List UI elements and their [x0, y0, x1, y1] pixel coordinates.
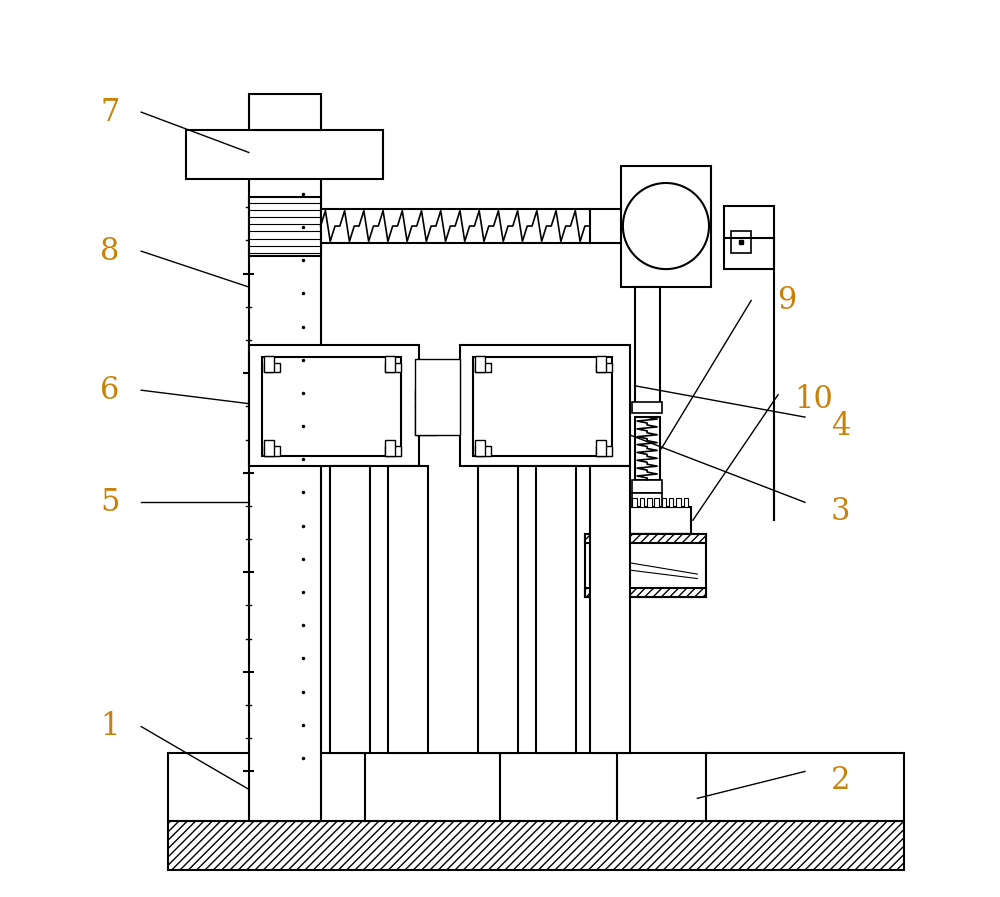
Text: 6: 6 — [100, 375, 119, 405]
Bar — [475, 362, 491, 372]
Bar — [621, 166, 711, 287]
Bar — [585, 588, 706, 597]
Bar — [603, 534, 691, 543]
Bar — [647, 498, 652, 507]
Bar — [249, 94, 321, 130]
Bar — [640, 498, 644, 507]
Bar — [662, 498, 666, 507]
Bar — [262, 357, 401, 456]
Text: 9: 9 — [777, 285, 797, 316]
Bar — [415, 424, 437, 435]
Bar — [475, 356, 485, 372]
Bar — [264, 440, 274, 456]
Bar — [475, 446, 491, 456]
Bar — [676, 498, 681, 507]
Bar — [684, 498, 688, 507]
Bar — [654, 498, 659, 507]
Text: 8: 8 — [100, 236, 119, 266]
Bar — [415, 413, 437, 423]
Bar — [264, 362, 280, 372]
Bar — [603, 498, 608, 507]
Bar — [635, 417, 660, 480]
Bar — [321, 209, 590, 243]
Text: 7: 7 — [100, 97, 119, 127]
Bar — [635, 287, 660, 408]
Bar — [585, 534, 706, 597]
Text: 4: 4 — [831, 411, 850, 441]
Bar — [475, 440, 485, 456]
Bar — [168, 753, 904, 821]
Bar — [249, 345, 419, 466]
Bar — [618, 498, 622, 507]
Bar — [385, 446, 401, 456]
Bar — [249, 197, 321, 256]
Bar — [590, 466, 630, 753]
Bar — [264, 446, 280, 456]
Bar — [264, 356, 274, 372]
Bar — [186, 130, 383, 179]
Bar — [415, 389, 437, 400]
Text: 1: 1 — [100, 711, 120, 742]
Bar — [596, 362, 612, 372]
Bar — [596, 440, 606, 456]
Bar — [632, 480, 662, 493]
Bar — [596, 356, 606, 372]
Bar — [415, 359, 460, 435]
Bar — [632, 493, 662, 507]
Bar — [632, 402, 662, 413]
Bar — [731, 231, 751, 253]
Bar — [632, 498, 637, 507]
Bar — [596, 446, 612, 456]
Text: 5: 5 — [100, 487, 120, 518]
Bar — [385, 362, 401, 372]
Bar — [724, 206, 774, 269]
Bar — [478, 466, 518, 753]
Bar — [330, 466, 370, 753]
Bar — [625, 498, 630, 507]
Bar — [168, 821, 904, 870]
Bar — [536, 466, 576, 753]
Bar — [249, 175, 321, 821]
Text: 3: 3 — [831, 496, 851, 527]
Text: 10: 10 — [795, 384, 833, 414]
Bar — [610, 498, 615, 507]
Bar — [585, 534, 706, 543]
Bar — [669, 498, 673, 507]
Bar — [603, 507, 691, 534]
Bar — [415, 401, 437, 412]
Bar — [473, 357, 612, 456]
Bar — [385, 440, 395, 456]
Bar — [388, 466, 428, 753]
Text: 2: 2 — [831, 765, 851, 796]
Bar — [385, 356, 395, 372]
Bar — [460, 345, 630, 466]
